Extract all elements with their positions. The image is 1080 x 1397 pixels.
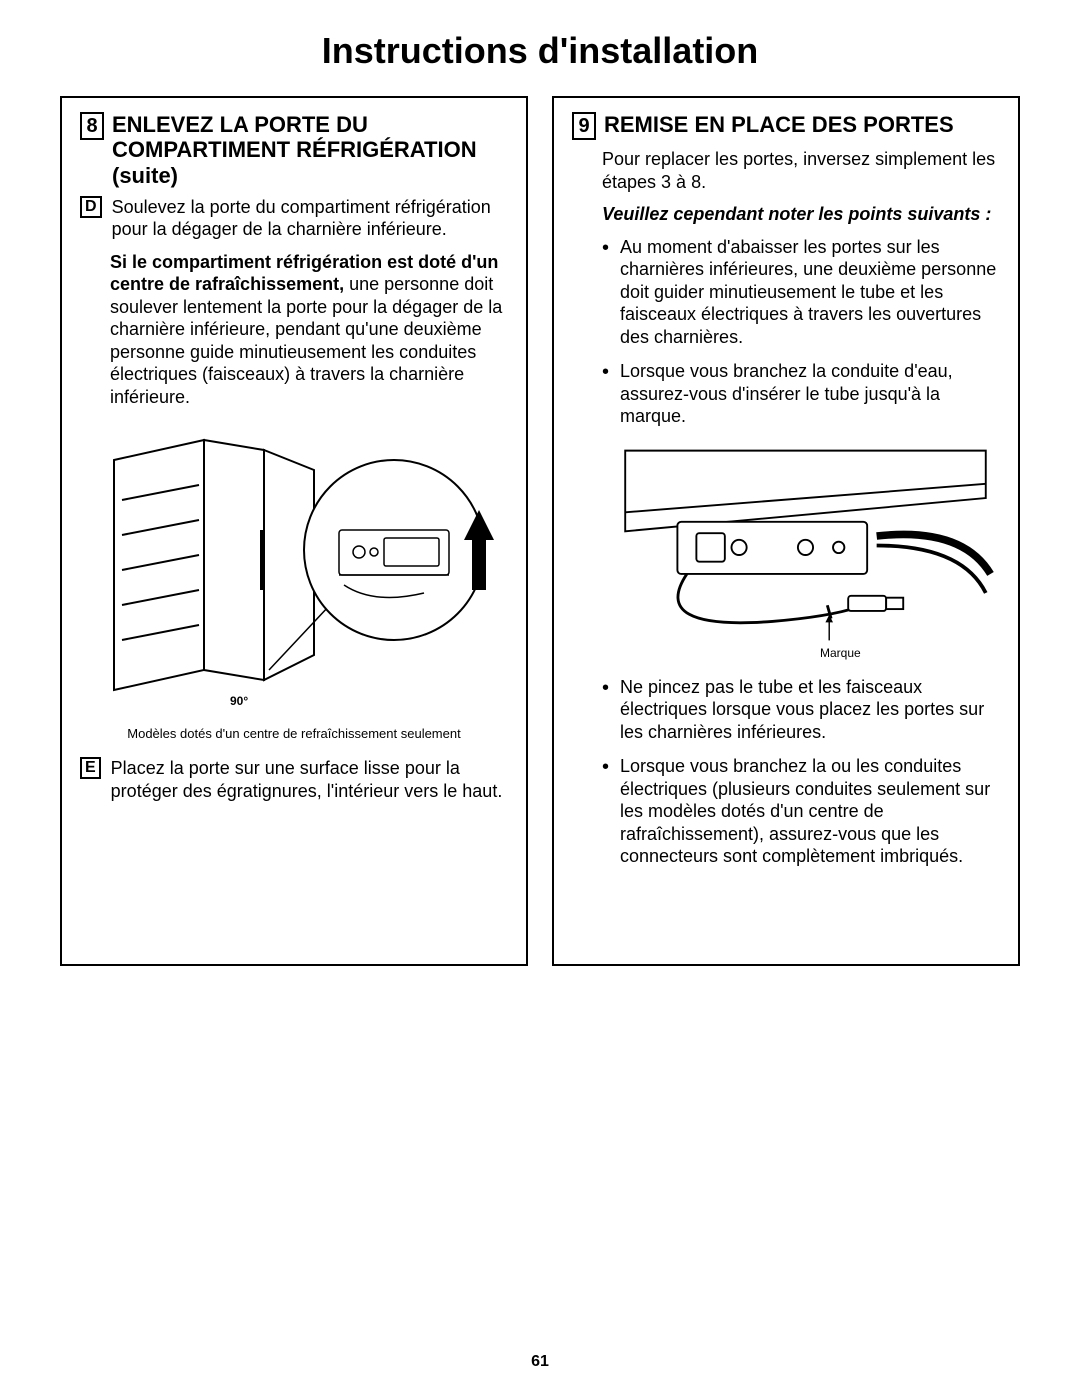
step-letter-d: D — [80, 196, 102, 218]
fridge-diagram — [80, 420, 508, 720]
left-figure: 90° — [80, 420, 508, 720]
step-number-8: 8 — [80, 112, 104, 140]
bullet-4: Lorsque vous branchez la ou les conduite… — [602, 755, 1000, 868]
content-columns: 8 ENLEVEZ LA PORTE DU COMPARTIMENT RÉFRI… — [60, 96, 1020, 966]
right-column: 9 REMISE EN PLACE DES PORTES Pour replac… — [552, 96, 1020, 966]
page-title: Instructions d'installation — [60, 30, 1020, 72]
right-intro: Pour replacer les portes, inversez simpl… — [602, 148, 1000, 193]
right-heading-text: REMISE EN PLACE DES PORTES — [604, 112, 954, 137]
angle-label: 90° — [230, 694, 248, 708]
step-d: D Soulevez la porte du compartiment réfr… — [80, 196, 508, 241]
step-letter-e: E — [80, 757, 101, 779]
page-number: 61 — [0, 1353, 1080, 1371]
right-figure: Marque — [592, 440, 1000, 670]
step-e: E Placez la porte sur une surface lisse … — [80, 757, 508, 802]
left-figure-caption: Modèles dotés d'un centre de refraîchiss… — [80, 726, 508, 741]
bullet-2: Lorsque vous branchez la conduite d'eau,… — [602, 360, 1000, 428]
bullet-3: Ne pincez pas le tube et les faisceaux é… — [602, 676, 1000, 744]
left-heading: 8 ENLEVEZ LA PORTE DU COMPARTIMENT RÉFRI… — [80, 112, 508, 188]
step-number-9: 9 — [572, 112, 596, 140]
left-heading-text: ENLEVEZ LA PORTE DU COMPARTIMENT RÉFRIGÉ… — [112, 112, 508, 188]
marque-label: Marque — [820, 646, 861, 660]
left-column: 8 ENLEVEZ LA PORTE DU COMPARTIMENT RÉFRI… — [60, 96, 528, 966]
right-heading: 9 REMISE EN PLACE DES PORTES — [572, 112, 1000, 140]
bullet-1: Au moment d'abaisser les portes sur les … — [602, 236, 1000, 349]
note-heading: Veuillez cependant noter les points suiv… — [602, 203, 1000, 226]
step-e-text: Placez la porte sur une surface lisse po… — [111, 757, 508, 802]
bullet-list-bottom: Ne pincez pas le tube et les faisceaux é… — [602, 676, 1000, 868]
step-d-text: Soulevez la porte du compartiment réfrig… — [112, 196, 508, 241]
step-d-detail: Si le compartiment réfrigération est dot… — [110, 251, 508, 409]
bullet-list-top: Au moment d'abaisser les portes sur les … — [602, 236, 1000, 428]
hinge-diagram — [592, 440, 1000, 670]
